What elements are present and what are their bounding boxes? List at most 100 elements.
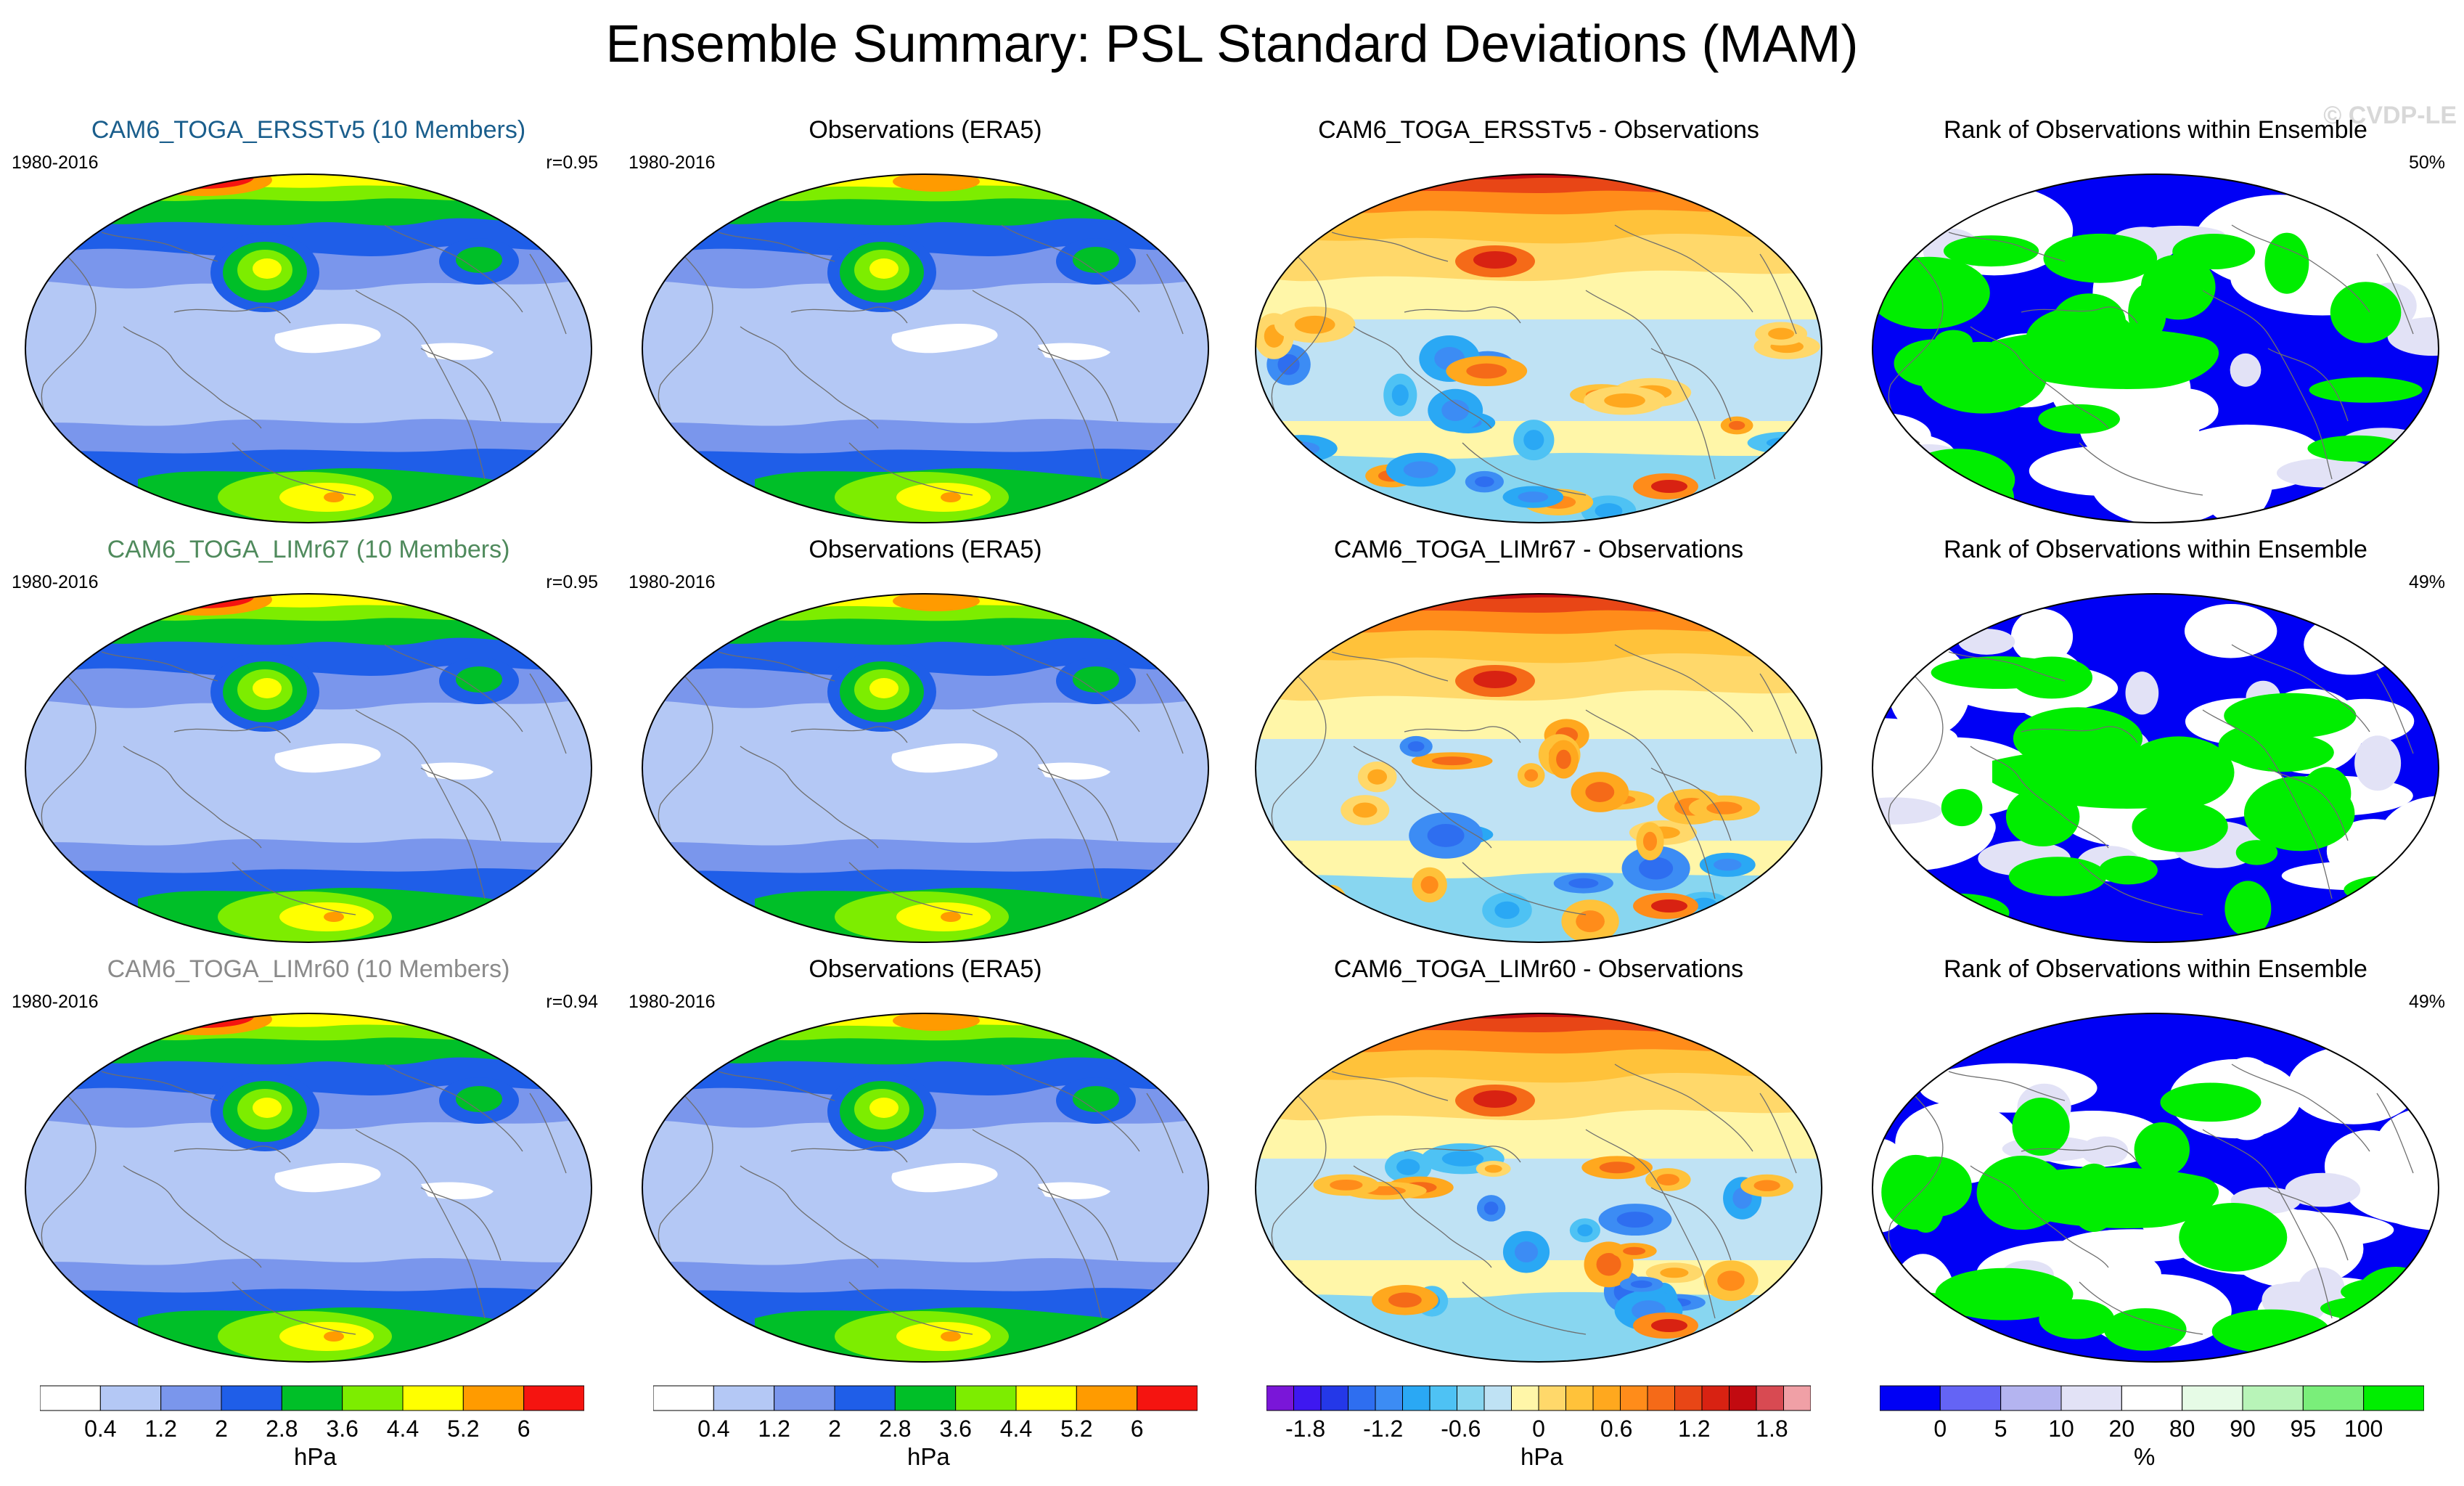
colorbar-swatch: [1647, 1385, 1675, 1411]
colorbar-swatch: [1592, 1385, 1621, 1411]
colorbar-tick-label: 95: [2290, 1416, 2317, 1442]
colorbar-swatch: [834, 1385, 896, 1411]
period-label: 1980-2016: [629, 992, 716, 1012]
colorbar-tick-label: 100: [2344, 1416, 2383, 1442]
colorbar-unit: hPa: [1520, 1443, 1563, 1470]
panel-title: CAM6_TOGA_ERSSTv5 - Observations: [1318, 116, 1759, 144]
colorbar-swatch: [1266, 1385, 1294, 1411]
watermark: © CVDP-LE: [2323, 102, 2457, 129]
colorbar-swatch: [1565, 1385, 1594, 1411]
panel-rank-2: Rank of Observations within Ensemble 49%: [1847, 536, 2464, 957]
period-label: 1980-2016: [12, 992, 99, 1012]
colorbar-swatch: [774, 1385, 835, 1411]
colorbar-tick-label: 2: [215, 1416, 228, 1442]
colorbar-tick-label: 0.4: [84, 1416, 117, 1442]
colorbar-swatch: [1701, 1385, 1730, 1411]
colorbar-tick-label: 3.6: [326, 1416, 359, 1442]
globe-map: [1872, 593, 2439, 943]
colorbar-swatch: [1015, 1385, 1077, 1411]
colorbar-swatch: [955, 1385, 1017, 1411]
colorbar-swatch: [281, 1385, 343, 1411]
colorbar-swatch: [1756, 1385, 1784, 1411]
colorbar-swatch: [2363, 1385, 2424, 1411]
globe-map: [642, 173, 1209, 523]
globe-map: [1872, 1013, 2439, 1363]
colorbar-swatch: [1674, 1385, 1703, 1411]
panel-rank-3: Rank of Observations within Ensemble 49%: [1847, 955, 2464, 1376]
panel-obs-3: Observations (ERA5) 1980-2016: [617, 955, 1234, 1376]
globe-map: [1255, 593, 1822, 943]
panel-title: CAM6_TOGA_LIMr67 (10 Members): [107, 536, 510, 563]
difference-colorbar: -1.8 -1.2 -0.6 0 0.6 1.2 1.8 hPa: [1266, 1385, 1818, 1479]
colorbar-swatch: [221, 1385, 282, 1411]
correlation-label: r=0.95: [546, 152, 598, 173]
colorbar-swatches: [1880, 1385, 2424, 1411]
correlation-label: r=0.95: [546, 572, 598, 592]
colorbar-tick-label: 0.6: [1600, 1416, 1633, 1442]
colorbar-swatch: [1457, 1385, 1485, 1411]
globe-map: [25, 593, 592, 943]
colorbar-unit: %: [2134, 1443, 2156, 1470]
colorbar-tick-label: 90: [2230, 1416, 2256, 1442]
panel-title: Observations (ERA5): [809, 116, 1042, 144]
panel-obs-1: Observations (ERA5) 1980-2016: [617, 116, 1234, 537]
colorbar-swatch: [99, 1385, 162, 1411]
panel-title: Observations (ERA5): [809, 955, 1042, 983]
period-label: 1980-2016: [12, 152, 99, 173]
colorbar-tick-label: -1.2: [1363, 1416, 1404, 1442]
colorbar-tick-label: 5: [1994, 1416, 2007, 1442]
colorbar-tick-label: 2.8: [879, 1416, 912, 1442]
colorbar-swatch: [1939, 1385, 2002, 1411]
colorbar-tick-label: 4.4: [999, 1416, 1033, 1442]
colorbar-tick-label: 1.2: [144, 1416, 177, 1442]
colorbar-swatch: [713, 1385, 775, 1411]
panel-diff-1: CAM6_TOGA_ERSSTv5 - Observations: [1230, 116, 1847, 537]
colorbar-swatch: [342, 1385, 404, 1411]
colorbar-tick-label: 3.6: [939, 1416, 972, 1442]
colorbar-swatch: [2121, 1385, 2183, 1411]
colorbar-tick-label: 4.4: [386, 1416, 419, 1442]
colorbar-swatch: [1076, 1385, 1138, 1411]
colorbar-swatch: [653, 1385, 714, 1411]
globe-map: [1255, 1013, 1822, 1363]
colorbar-swatch: [2000, 1385, 2062, 1411]
colorbar-swatch: [1620, 1385, 1648, 1411]
globe-map: [642, 1013, 1209, 1363]
globe-map: [25, 1013, 592, 1363]
colorbar-tick-label: 1.2: [1678, 1416, 1711, 1442]
colorbar-swatch: [1483, 1385, 1512, 1411]
colorbar-tick-label: 2.8: [266, 1416, 298, 1442]
panel-obs-2: Observations (ERA5) 1980-2016: [617, 536, 1234, 957]
rank-percent-label: 50%: [2408, 152, 2445, 173]
colorbar-tick-label: 6: [1130, 1416, 1144, 1442]
panel-model-2: CAM6_TOGA_LIMr67 (10 Members) 1980-2016 r=…: [0, 536, 617, 957]
period-label: 1980-2016: [12, 572, 99, 592]
colorbar-tick-label: 80: [2169, 1416, 2195, 1442]
globe-map: [1255, 173, 1822, 523]
colorbar-swatch: [1429, 1385, 1457, 1411]
colorbar-tick-label: 5.2: [447, 1416, 480, 1442]
colorbar-tick-label: 2: [828, 1416, 841, 1442]
colorbar-tick-label: 20: [2108, 1416, 2135, 1442]
panel-title: CAM6_TOGA_LIMr60 - Observations: [1333, 955, 1744, 983]
panel-model-3: CAM6_TOGA_LIMr60 (10 Members) 1980-2016 r=…: [0, 955, 617, 1376]
colorbar-swatch: [402, 1385, 464, 1411]
colorbar-tick-label: 1.8: [1756, 1416, 1788, 1442]
colorbar-swatch: [1511, 1385, 1539, 1411]
panel-diff-3: CAM6_TOGA_LIMr60 - Observations: [1230, 955, 1847, 1376]
colorbar-swatch: [523, 1385, 584, 1411]
colorbar-swatch: [894, 1385, 957, 1411]
colorbar-swatch: [1783, 1385, 1811, 1411]
panel-model-1: CAM6_TOGA_ERSSTv5 (10 Members) 1980-2016 r…: [0, 116, 617, 537]
colorbar-swatch: [2242, 1385, 2304, 1411]
panel-title: CAM6_TOGA_LIMr67 - Observations: [1333, 536, 1744, 563]
colorbar-swatch: [462, 1385, 525, 1411]
colorbar-swatch: [1348, 1385, 1376, 1411]
colorbar-tick-label: 0.4: [697, 1416, 730, 1442]
period-label: 1980-2016: [629, 572, 716, 592]
globe-map: [642, 593, 1209, 943]
rank-percent-label: 49%: [2408, 992, 2445, 1012]
panel-title: Rank of Observations within Ensemble: [1944, 116, 2367, 144]
colorbar-swatch: [1137, 1385, 1198, 1411]
colorbar-unit: hPa: [907, 1443, 950, 1470]
